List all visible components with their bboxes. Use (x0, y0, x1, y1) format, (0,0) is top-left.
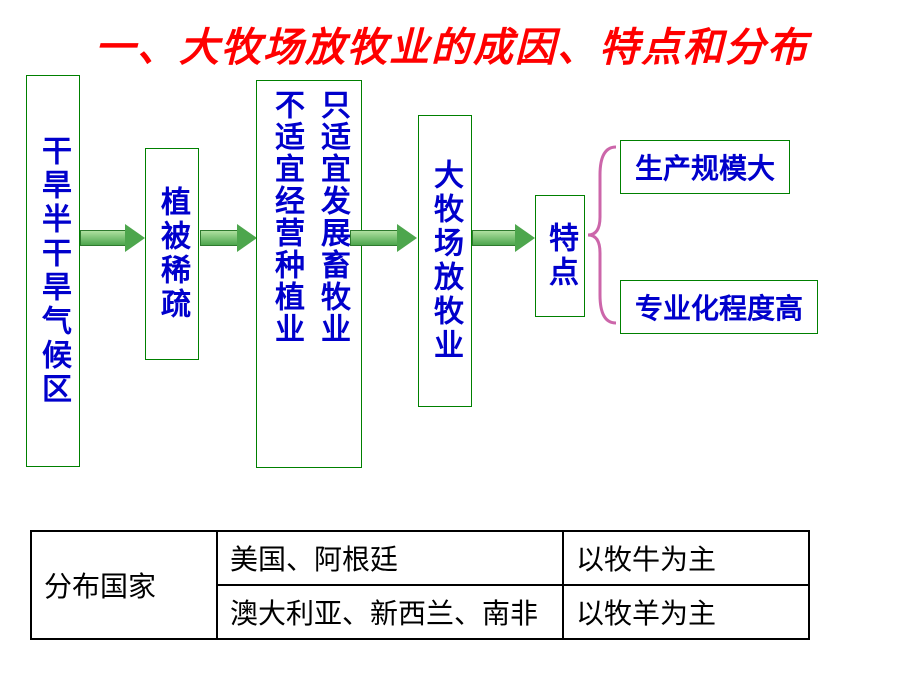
table-cell-r2c2: 以牧羊为主 (563, 585, 809, 639)
arrow-icon (350, 230, 398, 246)
table-row: 分布国家 美国、阿根廷 以牧牛为主 (31, 531, 809, 585)
page-title: 一、大牧场放牧业的成因、特点和分布 (95, 15, 809, 73)
flow-box-suitability-col1: 不适宜经营种植业 (264, 89, 308, 459)
table-cell-r2c1: 澳大利亚、新西兰、南非 (217, 585, 563, 639)
flow-box-ranching-label: 大牧场放牧业 (423, 159, 467, 363)
flow-box-suitability-col2: 只适宜发展畜牧业 (310, 89, 354, 459)
brace-icon (586, 145, 620, 325)
flow-box-ranching: 大牧场放牧业 (418, 115, 472, 407)
trait-box-scale: 生产规模大 (620, 140, 790, 194)
table-cell-r1c2: 以牧牛为主 (563, 531, 809, 585)
flow-box-traits-label: 特点 (538, 222, 582, 290)
arrow-icon (80, 230, 126, 246)
trait-box-specialization: 专业化程度高 (620, 280, 818, 334)
flow-box-climate: 干旱半干旱气候区 (26, 75, 80, 467)
trait-box-specialization-label: 专业化程度高 (635, 294, 803, 325)
table-rowhead: 分布国家 (31, 531, 217, 639)
arrow-icon (472, 230, 516, 246)
flow-box-traits: 特点 (535, 195, 585, 317)
flow-box-vegetation-label: 植被稀疏 (150, 186, 194, 322)
arrow-icon (200, 230, 238, 246)
distribution-table: 分布国家 美国、阿根廷 以牧牛为主 澳大利亚、新西兰、南非 以牧羊为主 (30, 530, 810, 640)
trait-box-scale-label: 生产规模大 (635, 154, 775, 185)
flow-box-climate-label: 干旱半干旱气候区 (31, 135, 75, 407)
table-cell-r1c1: 美国、阿根廷 (217, 531, 563, 585)
flow-box-suitability: 不适宜经营种植业 只适宜发展畜牧业 (256, 80, 362, 468)
flow-box-vegetation: 植被稀疏 (145, 148, 199, 360)
